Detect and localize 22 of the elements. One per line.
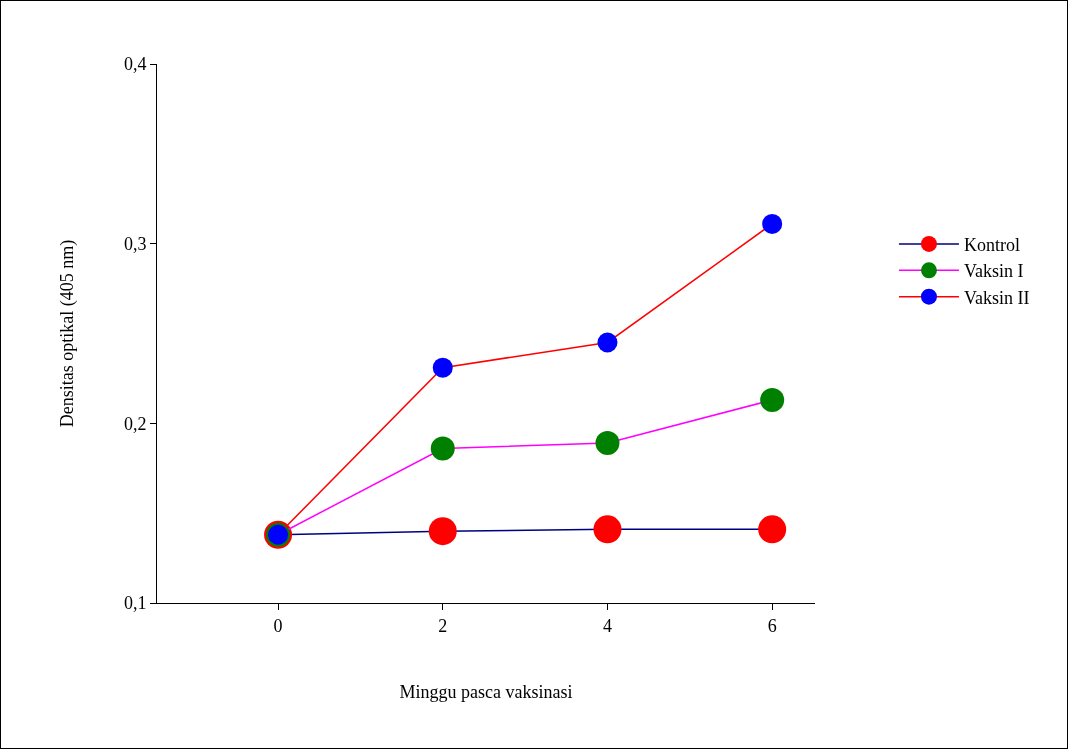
y-tick-label: 0,1 <box>123 593 147 614</box>
point <box>758 515 787 544</box>
point <box>760 387 785 412</box>
x-tick-label: 4 <box>602 615 612 636</box>
legend-label: Kontrol <box>963 234 1020 255</box>
point <box>595 431 620 456</box>
legend-label: Vaksin I <box>963 261 1024 282</box>
point <box>432 357 453 378</box>
point <box>593 515 622 544</box>
y-axis-title: Densitas optikal (405 nm) <box>57 239 79 428</box>
point <box>762 213 783 234</box>
y-tick-label: 0,3 <box>123 233 147 254</box>
point <box>597 332 618 353</box>
point <box>428 517 457 546</box>
y-tick-label: 0,4 <box>123 54 147 75</box>
x-axis-title: Minggu pasca vaksinasi <box>399 681 573 702</box>
point <box>430 436 455 461</box>
x-tick-label: 0 <box>273 615 283 636</box>
legend-label: Vaksin II <box>963 287 1030 308</box>
x-tick-label: 6 <box>767 615 777 636</box>
y-tick-label: 0,2 <box>123 413 147 434</box>
x-tick-label: 2 <box>438 615 448 636</box>
